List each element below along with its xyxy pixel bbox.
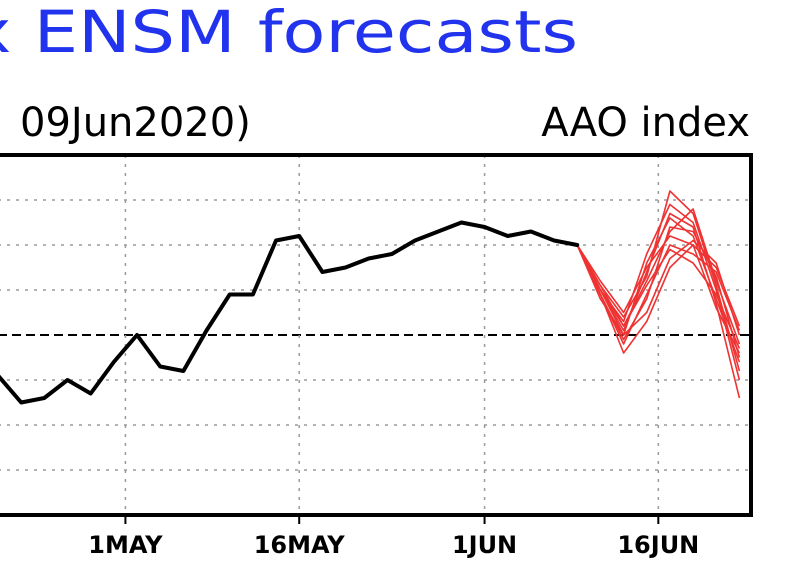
forecast-member-line bbox=[576, 190, 741, 372]
chart-subtitle-index-name: AAO index bbox=[541, 100, 750, 146]
grid-layer bbox=[0, 155, 751, 515]
x-axis-ticks: 1MAY 16MAY 1JUN 16JUN bbox=[88, 515, 699, 559]
forecast-member-line bbox=[576, 212, 741, 399]
forecast-member-line bbox=[576, 244, 741, 354]
plot-frame bbox=[0, 153, 753, 517]
forecast-member-line bbox=[576, 235, 741, 354]
forecast-ensemble bbox=[576, 190, 741, 399]
chart-subtitle-run-date: 09Jun2020) bbox=[20, 100, 251, 146]
chart-title: x ENSM forecasts bbox=[0, 0, 578, 66]
forecast-member-line bbox=[576, 226, 741, 358]
x-tick-label: 16MAY bbox=[254, 531, 346, 559]
x-tick-label: 1JUN bbox=[452, 531, 517, 559]
observed-line bbox=[0, 220, 580, 405]
observed-series bbox=[0, 220, 580, 405]
x-tick-label: 16JUN bbox=[617, 531, 699, 559]
x-tick-label: 1MAY bbox=[88, 531, 163, 559]
